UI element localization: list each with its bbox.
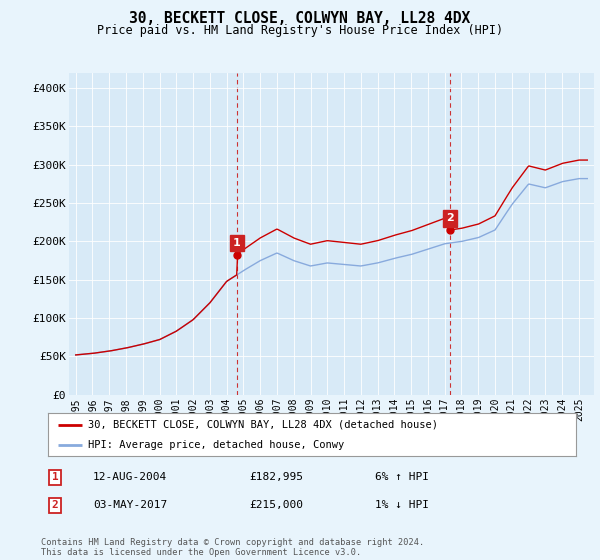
Text: Contains HM Land Registry data © Crown copyright and database right 2024.
This d: Contains HM Land Registry data © Crown c…: [41, 538, 424, 557]
Text: £182,995: £182,995: [249, 472, 303, 482]
Text: 12-AUG-2004: 12-AUG-2004: [93, 472, 167, 482]
Text: HPI: Average price, detached house, Conwy: HPI: Average price, detached house, Conw…: [88, 441, 344, 450]
Text: 03-MAY-2017: 03-MAY-2017: [93, 500, 167, 510]
Text: 30, BECKETT CLOSE, COLWYN BAY, LL28 4DX: 30, BECKETT CLOSE, COLWYN BAY, LL28 4DX: [130, 11, 470, 26]
Text: 1% ↓ HPI: 1% ↓ HPI: [375, 500, 429, 510]
Text: £215,000: £215,000: [249, 500, 303, 510]
Text: 1: 1: [52, 472, 59, 482]
Text: 1: 1: [233, 238, 241, 248]
Text: 2: 2: [52, 500, 59, 510]
Text: 2: 2: [446, 213, 454, 223]
Text: 6% ↑ HPI: 6% ↑ HPI: [375, 472, 429, 482]
Text: Price paid vs. HM Land Registry's House Price Index (HPI): Price paid vs. HM Land Registry's House …: [97, 24, 503, 37]
Text: 30, BECKETT CLOSE, COLWYN BAY, LL28 4DX (detached house): 30, BECKETT CLOSE, COLWYN BAY, LL28 4DX …: [88, 420, 437, 430]
